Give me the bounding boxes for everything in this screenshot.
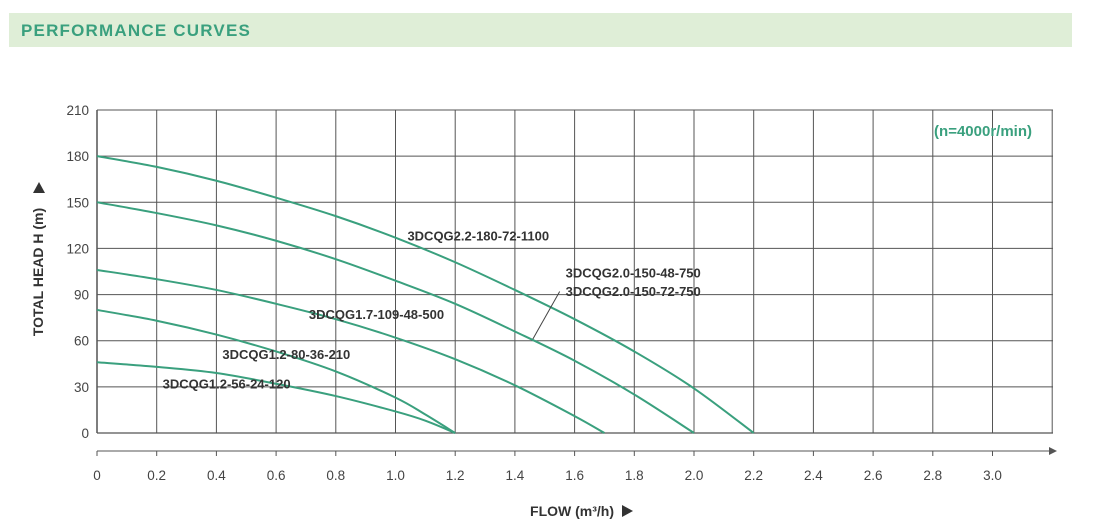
y-tick-label: 0 [81, 426, 89, 441]
x-tick-label: 2.4 [804, 468, 823, 483]
y-axis-title: TOTAL HEAD H (m) [30, 208, 46, 336]
x-tick-label: 2.2 [744, 468, 763, 483]
x-axis-title: FLOW (m³/h) [530, 503, 614, 519]
x-axis-end-arrow-icon [1049, 447, 1057, 455]
y-tick-label: 150 [66, 195, 89, 210]
x-tick-label: 1.0 [386, 468, 405, 483]
curve-label: 3DCQG2.0-150-48-750 [566, 266, 701, 281]
chart-grid [96, 109, 1057, 456]
curve-3dcqg1.2-80-36-210 [96, 308, 456, 434]
speed-annotation: (n=4000r/min) [934, 123, 1032, 140]
curve-label: 3DCQG1.2-56-24-120 [163, 376, 291, 391]
curve-label: 3DCQG2.2-180-72-1100 [407, 229, 549, 244]
curve-label: 3DCQG1.2-80-36-210 [222, 347, 350, 362]
x-tick-label: 1.6 [565, 468, 584, 483]
x-tick-label: 1.8 [625, 468, 644, 483]
x-tick-label: 2.0 [685, 468, 704, 483]
y-tick-labels: 0 30 60 90 120 150 180 210 [66, 103, 89, 441]
y-tick-label: 90 [74, 288, 89, 303]
x-tick-label: 2.6 [864, 468, 883, 483]
curve-3dcqg2.0-150-48-750 [96, 201, 695, 434]
x-axis-arrow-icon [622, 505, 633, 517]
x-tick-label: 2.8 [923, 468, 942, 483]
x-tick-label: 0 [93, 468, 101, 483]
section-header: PERFORMANCE CURVES [9, 13, 1072, 47]
y-tick-label: 210 [66, 103, 89, 118]
x-tick-label: 1.2 [446, 468, 465, 483]
curve-labels: 3DCQG2.2-180-72-1100 3DCQG2.0-150-48-750 3… [163, 229, 701, 392]
section-title: PERFORMANCE CURVES [21, 21, 252, 40]
x-tick-label: 0.4 [207, 468, 226, 483]
y-tick-label: 120 [66, 241, 89, 256]
y-tick-label: 30 [74, 380, 89, 395]
curves [96, 155, 755, 434]
leader-line [532, 291, 561, 340]
y-axis-arrow-icon [33, 182, 45, 193]
curve-3dcqg2.2-180-72-1100 [96, 155, 755, 434]
x-tick-label: 0.2 [147, 468, 166, 483]
curve-label: 3DCQG2.0-150-72-750 [566, 284, 701, 299]
curve-3dcqg1.7-109-48-500 [96, 268, 605, 434]
y-tick-label: 180 [66, 149, 89, 164]
curve-label: 3DCQG1.7-109-48-500 [309, 307, 444, 322]
x-tick-label: 1.4 [506, 468, 525, 483]
x-tick-label: 0.8 [326, 468, 345, 483]
x-tick-labels: 0 0.2 0.4 0.6 0.8 1.0 1.2 1.4 1.6 1.8 2.0 2.2 2.4 2.6… [93, 468, 1002, 483]
x-tick-label: 3.0 [983, 468, 1002, 483]
curve-3dcqg1.2-56-24-120 [96, 361, 456, 434]
y-tick-label: 60 [74, 334, 89, 349]
x-tick-label: 0.6 [267, 468, 286, 483]
